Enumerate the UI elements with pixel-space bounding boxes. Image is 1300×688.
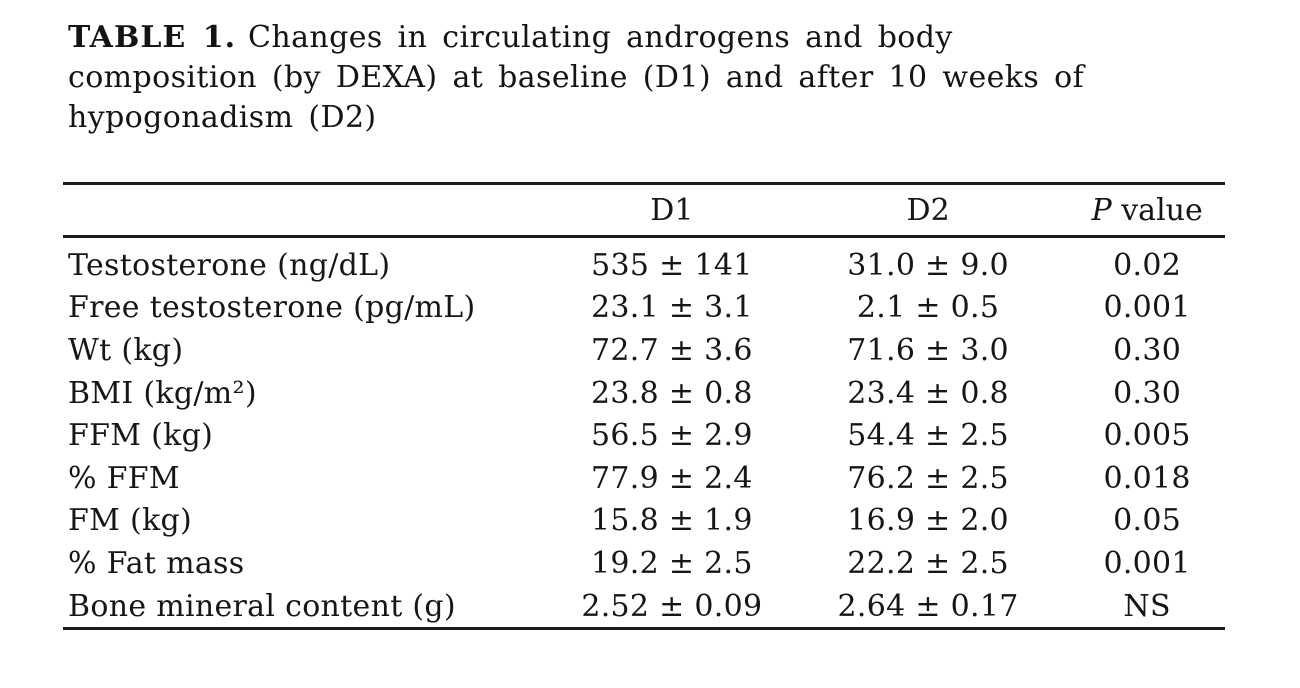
p-value: 0.001 <box>1103 290 1191 326</box>
p-value-rest: value <box>1121 192 1203 228</box>
table-row-ffm: FFM (kg) 56.5 ± 2.9 54.4 ± 2.5 0.005 <box>63 414 1225 457</box>
caption-table-number: TABLE 1. <box>68 20 237 55</box>
table-row-testosterone: Testosterone (ng/dL) 535 ± 141 31.0 ± 9.… <box>63 237 1225 287</box>
table-row-bone-mineral-content: Bone mineral content (g) 2.52 ± 0.09 2.6… <box>63 584 1225 631</box>
caption-line-1: TABLE 1. Changes in circulating androgens… <box>68 18 1228 58</box>
p-value: 0.001 <box>1103 545 1191 581</box>
caption-text-1: Changes in circulating androgens and bod… <box>248 20 953 55</box>
row-label: FM (kg) <box>68 503 192 539</box>
row-label: BMI (kg/m²) <box>68 375 257 411</box>
col-header-empty <box>63 183 557 238</box>
table-row-pct-fat-mass: % Fat mass 19.2 ± 2.5 22.2 ± 2.5 0.001 <box>63 542 1225 585</box>
d1-value: 19.2 ± 2.5 <box>591 545 753 581</box>
p-value: 0.05 <box>1113 503 1182 539</box>
d2-value: 31.0 ± 9.0 <box>847 247 1009 283</box>
caption-line-2: composition (by DEXA) at baseline (D1) a… <box>68 60 1085 95</box>
d2-value: 2.1 ± 0.5 <box>856 290 1000 326</box>
table-row-bmi: BMI (kg/m²) 23.8 ± 0.8 23.4 ± 0.8 0.30 <box>63 372 1225 415</box>
d2-value: 71.6 ± 3.0 <box>847 332 1009 368</box>
d2-value: 76.2 ± 2.5 <box>847 460 1009 496</box>
col-header-p-value: P value <box>1069 183 1225 238</box>
table-row-free-testosterone: Free testosterone (pg/mL) 23.1 ± 3.1 2.1… <box>63 287 1225 330</box>
d1-value: 15.8 ± 1.9 <box>591 503 753 539</box>
p-value: 0.30 <box>1113 375 1182 411</box>
d1-value: 77.9 ± 2.4 <box>591 460 753 496</box>
d1-value: 23.8 ± 0.8 <box>591 375 753 411</box>
row-label: Wt (kg) <box>68 332 184 368</box>
row-label: % Fat mass <box>68 545 245 581</box>
row-label: Free testosterone (pg/mL) <box>68 290 476 326</box>
d1-value: 23.1 ± 3.1 <box>591 290 753 326</box>
p-value: 0.005 <box>1103 418 1191 454</box>
d2-value: 54.4 ± 2.5 <box>847 418 1009 454</box>
table-row-fm: FM (kg) 15.8 ± 1.9 16.9 ± 2.0 0.05 <box>63 500 1225 543</box>
d1-value: 535 ± 141 <box>591 247 753 283</box>
results-table: D1 D2 P value Testosterone (ng/dL) 535 ±… <box>63 182 1225 631</box>
row-label: FFM (kg) <box>68 418 214 454</box>
p-value: 0.30 <box>1113 332 1182 368</box>
d2-value: 22.2 ± 2.5 <box>847 545 1009 581</box>
p-value: 0.018 <box>1103 460 1191 496</box>
table-row-pct-ffm: % FFM 77.9 ± 2.4 76.2 ± 2.5 0.018 <box>63 457 1225 500</box>
p-value: NS <box>1069 584 1225 631</box>
row-label: Bone mineral content (g) <box>63 584 557 631</box>
row-label: Testosterone (ng/dL) <box>68 247 391 283</box>
d1-value: 72.7 ± 3.6 <box>591 332 753 368</box>
table-row-weight: Wt (kg) 72.7 ± 3.6 71.6 ± 3.0 0.30 <box>63 329 1225 372</box>
d1-value: 2.52 ± 0.09 <box>556 584 787 631</box>
d2-value: 23.4 ± 0.8 <box>847 375 1009 411</box>
d2-value: 16.9 ± 2.0 <box>847 503 1009 539</box>
d2-value: 2.64 ± 0.17 <box>786 584 1070 631</box>
p-value-italic-p: P <box>1091 192 1112 228</box>
header-row: D1 D2 P value <box>63 183 1225 238</box>
col-header-d2: D2 <box>786 183 1070 238</box>
caption-line-3: hypogonadism (D2) <box>68 100 377 135</box>
col-header-d1: D1 <box>556 183 787 238</box>
d1-value: 56.5 ± 2.9 <box>591 418 753 454</box>
table-caption: TABLE 1. Changes in circulating androgens… <box>68 18 1228 138</box>
row-label: % FFM <box>68 460 180 496</box>
p-value: 0.02 <box>1113 247 1182 283</box>
